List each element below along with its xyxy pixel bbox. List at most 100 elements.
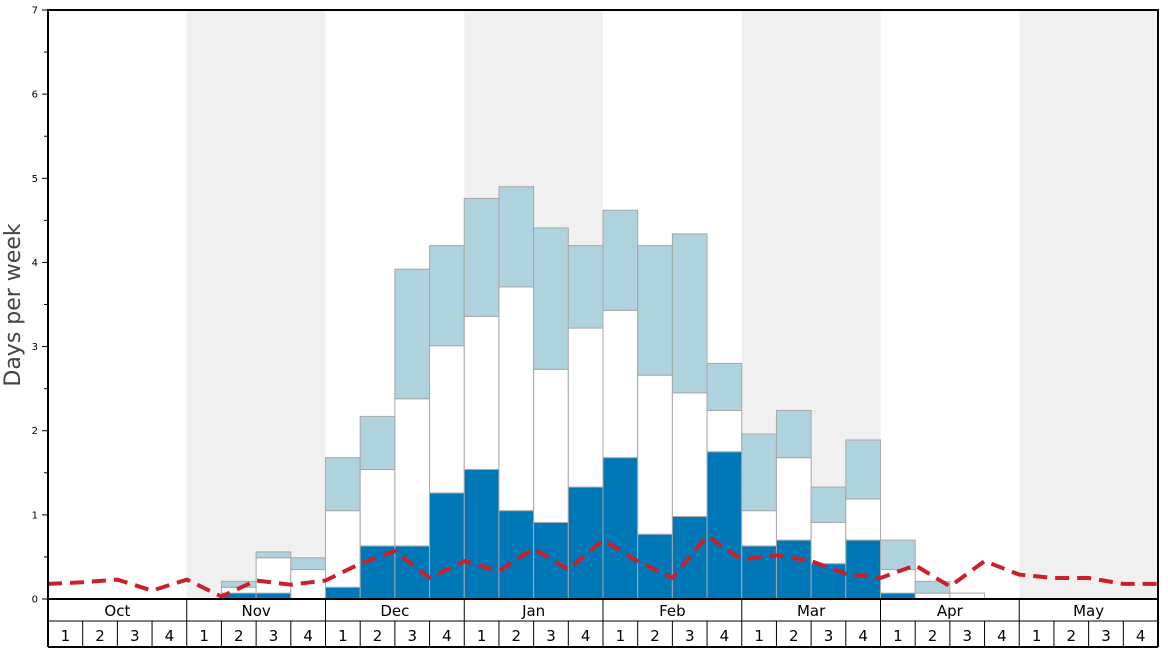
week-label: 3 [130, 627, 140, 645]
bar-segment [429, 345, 465, 494]
week-label: 2 [789, 627, 799, 645]
bar-segment [394, 268, 431, 400]
y-tick-label: 6 [32, 90, 38, 101]
bar-segment [463, 468, 500, 600]
week-label: 1 [1032, 627, 1042, 645]
month-label: Dec [380, 602, 409, 620]
week-label: 3 [407, 627, 417, 645]
bar-segment [810, 563, 847, 600]
week-label: 1 [61, 627, 71, 645]
bar-segment [845, 539, 881, 600]
bar-segment [706, 362, 743, 412]
y-tick-label: 5 [32, 174, 38, 185]
week-label: 3 [269, 627, 279, 645]
month-label: Apr [937, 602, 964, 620]
bar-segment [567, 327, 604, 488]
bar-segment [671, 392, 708, 518]
week-label: 3 [962, 627, 972, 645]
bar-segment [914, 580, 951, 594]
week-label: 4 [303, 627, 313, 645]
week-label: 4 [858, 627, 868, 645]
bar-segment [255, 557, 292, 594]
y-tick-label: 7 [32, 6, 38, 17]
week-label: 1 [616, 627, 626, 645]
week-label: 1 [338, 627, 348, 645]
week-label: 1 [477, 627, 487, 645]
week-label: 2 [650, 627, 660, 645]
bar-segment [359, 415, 396, 470]
week-label: 4 [581, 627, 591, 645]
y-tick-label: 2 [32, 426, 38, 437]
bar-segment [602, 457, 639, 600]
bar-segment [775, 539, 812, 600]
week-label: 4 [997, 627, 1007, 645]
week-label: 3 [1101, 627, 1111, 645]
week-label: 3 [824, 627, 834, 645]
bar-segment [498, 286, 535, 512]
week-label: 1 [893, 627, 903, 645]
bar-segment [325, 457, 361, 512]
bar-segment [880, 539, 916, 571]
x-axis: Oct 1 2 3 4 Nov 1 2 3 4 Dec 1 2 3 4 Jan 1 2 3 4 Feb 1 2 3 4 Mar 1 2… [47, 599, 1159, 648]
bar-segment [810, 521, 847, 565]
y-axis-label: Days per week [1, 223, 26, 386]
bar-segment [845, 439, 881, 500]
bars [220, 186, 986, 600]
week-label: 4 [1136, 627, 1146, 645]
bar-segment [463, 197, 500, 317]
y-tick-label: 1 [32, 510, 38, 521]
bar-segment [637, 245, 673, 376]
month-label: Jan [521, 602, 545, 620]
week-label: 4 [165, 627, 175, 645]
bar-segment [637, 374, 673, 535]
bar-segment [775, 410, 812, 459]
bar-segment [290, 557, 326, 571]
bar-segment [533, 521, 569, 600]
week-label: 1 [199, 627, 209, 645]
y-tick-label: 4 [32, 258, 38, 269]
bar-segment [463, 315, 500, 470]
bar-segment [429, 245, 465, 347]
bar-segment [498, 186, 535, 288]
bar-segment [498, 510, 535, 600]
bar-segment [325, 586, 361, 600]
bar-segment [637, 533, 673, 600]
bar-segment [359, 468, 396, 547]
bar-segment [567, 245, 604, 329]
month-label: Feb [659, 602, 686, 620]
week-label: 3 [685, 627, 695, 645]
week-label: 2 [928, 627, 938, 645]
bar-segment [741, 433, 777, 512]
bar-segment [706, 410, 743, 453]
bar-segment [533, 227, 569, 370]
bar-segment [741, 510, 777, 547]
bar-segment [671, 233, 708, 394]
average-line-path [47, 533, 1158, 599]
bar-segment [394, 398, 431, 547]
month-label: Oct [104, 602, 130, 620]
week-label: 2 [373, 627, 383, 645]
month-label: Nov [241, 602, 270, 620]
week-label: 2 [1067, 627, 1077, 645]
month-label: Mar [797, 602, 826, 620]
week-label: 4 [442, 627, 452, 645]
bar-segment [810, 486, 847, 523]
y-tick-label: 3 [32, 342, 38, 353]
week-label: 2 [234, 627, 244, 645]
month-band [186, 10, 326, 599]
average-line [47, 533, 1158, 599]
bar-segment [845, 498, 881, 541]
bar-segment [255, 551, 292, 559]
month-band [1019, 10, 1158, 599]
bar-segment [602, 309, 639, 459]
bar-segment [325, 510, 361, 588]
bar-segment [602, 209, 639, 311]
week-label: 1 [754, 627, 764, 645]
y-tick-label: 0 [32, 595, 38, 606]
week-label: 4 [720, 627, 730, 645]
bar-segment [706, 451, 743, 600]
bar-segment [429, 492, 465, 600]
week-label: 2 [95, 627, 105, 645]
week-label: 2 [512, 627, 522, 645]
